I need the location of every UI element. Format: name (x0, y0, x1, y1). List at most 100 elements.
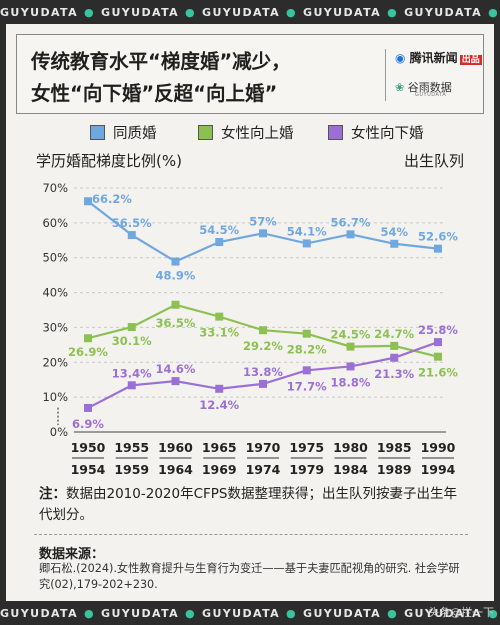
data-label-same: 56.5% (112, 216, 152, 230)
guyu-logo-text: 谷雨数据 (407, 81, 452, 94)
legend-label-down: 女性向下婚 (351, 126, 424, 142)
x-tick-label-start: 1965 (202, 440, 237, 455)
data-label-up: 28.2% (287, 343, 327, 357)
data-label-same: 52.6% (418, 230, 458, 244)
tencent-logo-icon: ◉ (395, 51, 406, 65)
ticker-text: GUYUDATA (404, 5, 483, 19)
data-point-same (434, 244, 442, 253)
ticker-dot-icon: ● (185, 5, 197, 19)
ticker-dot-icon: ● (286, 5, 298, 19)
data-label-up: 29.2% (243, 339, 283, 353)
x-tick-label-start: 1950 (71, 440, 106, 455)
title-box: 传统教育水平“梯度婚”减少， 女性“向下婚”反超“向上婚” ◉ 腾讯新闻 出品 ❀… (16, 34, 484, 114)
x-tick-label-start: 1955 (114, 440, 149, 455)
x-tick-label-start: 1970 (246, 440, 281, 455)
ticker-dot-icon: ● (387, 5, 399, 19)
data-point-up (434, 352, 442, 361)
line-chart: 0% 10% 20% 30% 40% 50% 60% 70% 1950 1954 1955 1959 1… (42, 181, 458, 477)
data-point-same (127, 231, 136, 240)
data-point-same (84, 197, 92, 206)
data-point-down (84, 403, 92, 412)
y-tick-label: 10% (42, 390, 68, 404)
source-text: 卿石松.(2024).女性教育提升与生育行为变迁——基于夫妻匹配视角的研究. 社… (39, 562, 460, 591)
x-tick-label-end: 1964 (158, 462, 193, 477)
data-label-up: 30.1% (112, 334, 152, 348)
data-point-down (302, 366, 311, 375)
data-point-down (434, 338, 442, 347)
top-ticker-banner: GUYUDATA ● GUYUDATA ● GUYUDATA ● GUYUDATA ● GUYU… (0, 0, 500, 24)
legend-swatch-up (198, 125, 213, 140)
y-tick-label: 20% (42, 355, 68, 369)
data-point-down (390, 353, 399, 362)
legend-item-down: 女性向下婚 (328, 122, 424, 143)
tencent-logo-text: 腾讯新闻 (409, 51, 458, 65)
y-tick-label: 0% (50, 425, 68, 439)
data-point-up (259, 326, 267, 335)
title-line-2: 女性“向下婚”反超“向上婚” (31, 82, 278, 105)
x-tick-label-start: 1960 (158, 440, 193, 455)
footnote-label: 注： (39, 486, 66, 502)
x-tick-label-start: 1975 (289, 440, 324, 455)
x-tick-label-end: 1989 (377, 462, 412, 477)
y-tick-label: 40% (42, 286, 68, 300)
data-point-up (84, 334, 92, 343)
guyu-logo-icon: ❀ (395, 81, 405, 94)
ticker-dot-icon: ● (387, 606, 399, 620)
data-label-same: 54.5% (199, 223, 239, 237)
watermark: 头条@拦一下 (428, 606, 494, 619)
data-point-same (171, 257, 180, 266)
ticker-text: GUYUDATA (202, 5, 281, 19)
data-point-same (390, 239, 399, 248)
x-tick-label-start: 1985 (377, 440, 412, 455)
data-point-down (171, 377, 180, 386)
data-label-down: 25.8% (418, 323, 458, 337)
data-label-up: 24.5% (331, 328, 371, 342)
ticker-text: GUYUDATA (303, 606, 382, 620)
bottom-ticker-banner: GUYUDATA ● GUYUDATA ● GUYUDATA ● GUYUDATA ● GUYU… (0, 601, 500, 625)
x-axis-title: 出生队列 (403, 152, 464, 170)
y-tick-label: 50% (42, 251, 68, 265)
data-label-down: 13.8% (243, 365, 283, 379)
x-tick-label-end: 1959 (114, 462, 149, 477)
data-label-up: 24.7% (374, 327, 414, 341)
ticker-dot-icon: ● (84, 5, 96, 19)
data-label-same: 54.1% (287, 224, 327, 238)
ticker-dot-icon: ● (84, 606, 96, 620)
ticker-text: GUYUDATA (101, 606, 180, 620)
infographic-card: 传统教育水平“梯度婚”减少， 女性“向下婚”反超“向上婚” ◉ 腾讯新闻 出品 ❀… (6, 24, 494, 601)
title-line-1: 传统教育水平“梯度婚”减少， (31, 50, 291, 73)
guyu-logo-subtext: GUYUDATA (415, 92, 447, 98)
data-label-down: 21.3% (374, 367, 414, 381)
x-tick-label-start: 1990 (421, 440, 456, 455)
y-tick-label: 60% (42, 216, 68, 230)
data-point-up (215, 312, 224, 321)
ticker-dot-icon: ● (488, 5, 500, 19)
data-label-same: 54% (380, 225, 408, 239)
ticker-dot-icon: ● (488, 606, 500, 620)
data-point-down (259, 379, 267, 388)
ticker-dot-icon: ● (185, 606, 197, 620)
data-point-up (127, 323, 136, 332)
x-tick-label-end: 1954 (71, 462, 106, 477)
data-point-down (127, 381, 136, 390)
y-tick-label: 30% (42, 320, 68, 334)
y-axis-title: 学历婚配梯度比例(%) (36, 152, 182, 170)
legend-label-same: 同质婚 (113, 126, 157, 142)
y-tick-label: 70% (42, 181, 68, 195)
ticker-text: GUYUDATA (202, 606, 281, 620)
data-label-down: 13.4% (112, 366, 152, 380)
data-point-up (390, 341, 399, 350)
data-label-up: 21.6% (418, 366, 458, 380)
tencent-logo-badge: 出品 (459, 55, 482, 65)
ticker-text: GUYUDATA (0, 5, 79, 19)
legend-swatch-down (328, 125, 343, 140)
footnote: 注：数据由2010-2020年CFPS数据整理获得；出生队列按妻子出生年代划分。 (39, 484, 469, 526)
legend-item-same: 同质婚 (90, 122, 157, 143)
guyu-data-logo: ❀ 谷雨数据 (395, 79, 452, 95)
data-point-up (171, 300, 180, 309)
data-label-up: 36.5% (156, 316, 196, 330)
x-tick-label-start: 1980 (333, 440, 368, 455)
legend-swatch-same (90, 125, 105, 140)
ticker-text: GUYUDATA (0, 606, 79, 620)
data-label-down: 17.7% (287, 379, 327, 393)
